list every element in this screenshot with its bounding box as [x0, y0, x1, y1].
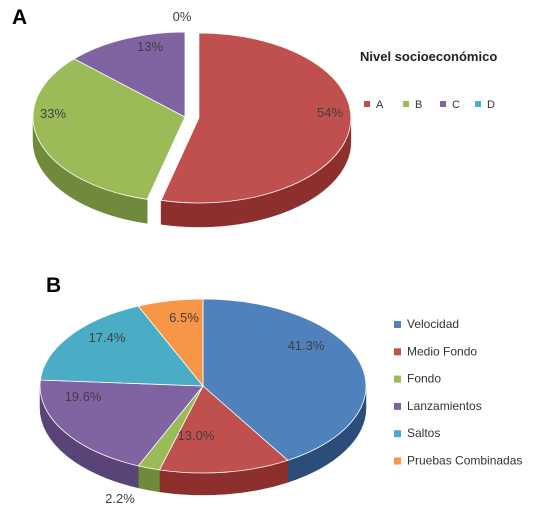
pie-slice-lanzamientos: [39, 379, 204, 467]
pie-label-velocidad: 41.3%: [288, 338, 325, 353]
chart-a-legend: A B C D: [364, 99, 495, 111]
pie-label-a: 54%: [317, 105, 343, 120]
legend-label-velocidad: Velocidad: [407, 317, 459, 331]
pie-slice-velocidad: [202, 298, 367, 461]
pie-slice-a: [160, 32, 352, 204]
legend-swatch-pruebas-combinadas: [394, 457, 401, 465]
legend-label-c: C: [452, 99, 460, 111]
legend-label-fondo: Fondo: [407, 372, 441, 386]
legend-label-medio-fondo: Medio Fondo: [407, 344, 477, 358]
legend-item-saltos: Saltos: [394, 426, 440, 440]
legend-item-b: B: [403, 99, 422, 111]
legend-swatch-medio-fondo: [394, 348, 401, 356]
panel-a-letter: A: [12, 6, 27, 29]
pie-label-saltos: 17.4%: [89, 330, 126, 345]
legend-item-fondo: Fondo: [394, 372, 441, 386]
pie-slice-saltos: [39, 305, 204, 387]
legend-label-a: A: [376, 99, 384, 111]
chart-a-labels: 54% 33% 13% 0%: [40, 9, 343, 121]
pie-label-fondo: 2.2%: [105, 491, 135, 506]
legend-item-a: A: [364, 99, 384, 111]
legend-swatch-b: [403, 101, 409, 107]
legend-item-velocidad: Velocidad: [394, 317, 459, 331]
legend-item-c: C: [440, 99, 460, 111]
legend-swatch-a: [364, 101, 370, 107]
legend-swatch-d: [475, 101, 481, 107]
legend-swatch-velocidad: [394, 321, 401, 328]
pie-slice-pruebas-combinadas: [137, 298, 204, 388]
legend-swatch-c: [440, 101, 446, 107]
chart-a-legend-title: Nivel socioeconómico: [360, 49, 497, 64]
chart-b-legend: Velocidad Medio Fondo Fondo Lanzamientos Sal…: [394, 317, 522, 468]
pie-slice-medio-fondo: [158, 385, 289, 474]
legend-item-pruebas-combinadas: Pruebas Combinadas: [394, 454, 522, 468]
legend-item-d: D: [475, 99, 495, 111]
chart-a: 54% 33% 13% 0%: [32, 9, 352, 228]
chart-b-labels: 41.3% 13.0% 2.2% 19.6% 17.4% 6.5%: [65, 310, 325, 506]
pie-label-lanzamientos: 19.6%: [65, 389, 102, 404]
chart-a-tops: [32, 31, 352, 204]
legend-label-pruebas-combinadas: Pruebas Combinadas: [407, 454, 522, 468]
chart-b-tops: [39, 298, 367, 474]
pie-slice-b: [32, 58, 186, 200]
legend-swatch-lanzamientos: [394, 402, 401, 410]
panel-b-letter: B: [46, 274, 61, 297]
chart-b: 41.3% 13.0% 2.2% 19.6% 17.4% 6.5%: [39, 298, 367, 506]
pie-label-b: 33%: [40, 106, 66, 121]
legend-item-lanzamientos: Lanzamientos: [394, 399, 482, 413]
pie-label-medio-fondo: 13.0%: [178, 428, 215, 443]
legend-label-saltos: Saltos: [407, 426, 440, 440]
pie-label-pruebas-combinadas: 6.5%: [169, 310, 199, 325]
legend-label-lanzamientos: Lanzamientos: [407, 399, 482, 413]
legend-label-d: D: [487, 99, 495, 111]
pie-slice-c: [73, 31, 186, 118]
legend-item-medio-fondo: Medio Fondo: [394, 344, 477, 358]
legend-label-b: B: [415, 99, 422, 111]
pie-label-d: 0%: [173, 9, 192, 24]
legend-swatch-saltos: [394, 430, 401, 438]
pie-label-c: 13%: [137, 39, 163, 54]
legend-swatch-fondo: [394, 375, 401, 383]
